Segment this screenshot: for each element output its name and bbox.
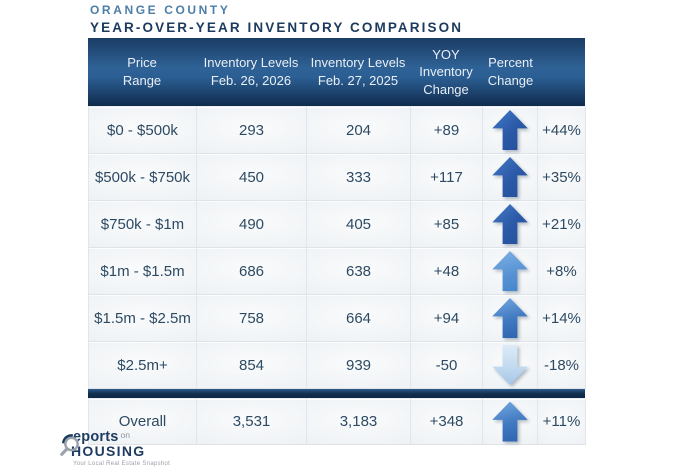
inventory-2026-cell: 686: [197, 248, 307, 295]
yoy-change-cell: +89: [411, 107, 483, 154]
page-title: YEAR-OVER-YEAR INVENTORY COMPARISON: [90, 20, 464, 35]
price-range-cell: $2.5m+: [89, 342, 197, 389]
down-arrow-icon: [492, 345, 529, 385]
logo-tagline: Your Local Real Estate Snapshot: [73, 461, 171, 467]
percent-change-cell: +35%: [538, 154, 586, 201]
price-range-cell: Overall: [89, 399, 197, 445]
inventory-2025-cell: 3,183: [307, 399, 411, 445]
arrow-cell: [483, 399, 538, 445]
percent-change-cell: -18%: [538, 342, 586, 389]
percent-change-cell: +11%: [538, 399, 586, 445]
yoy-change-cell: -50: [411, 342, 483, 389]
table-row: $500k - $750k 450 333 +117 +35%: [89, 154, 586, 201]
arrow-cell: [483, 107, 538, 154]
up-arrow-icon: [492, 401, 529, 442]
arrow-cell: [483, 201, 538, 248]
yoy-change-cell: +117: [411, 154, 483, 201]
inventory-2025-cell: 204: [307, 107, 411, 154]
yoy-change-cell: +94: [411, 295, 483, 342]
inventory-2025-cell: 939: [307, 342, 411, 389]
table-row: $1m - $1.5m 686 638 +48 +8%: [89, 248, 586, 295]
inventory-2025-cell: 405: [307, 201, 411, 248]
percent-change-cell: +21%: [538, 201, 586, 248]
inventory-comparison-table: Price Range Inventory Levels Feb. 26, 20…: [88, 38, 586, 445]
inventory-2026-cell: 3,531: [197, 399, 307, 445]
inventory-2026-cell: 758: [197, 295, 307, 342]
up-arrow-icon: [492, 251, 529, 291]
price-range-cell: $0 - $500k: [89, 107, 197, 154]
table-header-row: Price Range Inventory Levels Feb. 26, 20…: [88, 38, 585, 106]
logo-word-reports: eports: [73, 429, 119, 445]
yoy-change-cell: +348: [411, 399, 483, 445]
up-arrow-icon: [492, 110, 529, 150]
table-footer: Overall 3,531 3,183 +348 +11%: [88, 398, 586, 445]
percent-change-cell: +44%: [538, 107, 586, 154]
report-titles: ORANGE COUNTY YEAR-OVER-YEAR INVENTORY C…: [90, 3, 463, 35]
arrow-cell: [483, 248, 538, 295]
yoy-change-cell: +85: [411, 201, 483, 248]
table-row: $0 - $500k 293 204 +89 +44%: [89, 107, 586, 154]
header-price-range: Price Range: [122, 55, 162, 88]
header-inventory-2026: Inventory Levels Feb. 26, 2026: [203, 55, 299, 88]
table-separator-bar: [88, 389, 585, 398]
logo-text: eports on HOUSING Your Local Real Estate…: [71, 429, 171, 467]
arrow-cell: [483, 154, 538, 201]
yoy-change-cell: +48: [411, 248, 483, 295]
up-arrow-icon: [492, 204, 529, 244]
price-range-cell: $750k - $1m: [89, 201, 197, 248]
inventory-2025-cell: 333: [307, 154, 411, 201]
table-row-overall: Overall 3,531 3,183 +348 +11%: [89, 399, 586, 445]
magnifier-r-icon: [59, 433, 81, 462]
percent-change-cell: +14%: [538, 295, 586, 342]
arrow-cell: [483, 295, 538, 342]
inventory-2026-cell: 490: [197, 201, 307, 248]
inventory-2026-cell: 450: [197, 154, 307, 201]
inventory-2025-cell: 664: [307, 295, 411, 342]
reports-on-housing-logo: eports on HOUSING Your Local Real Estate…: [56, 429, 170, 467]
table-row: $1.5m - $2.5m 758 664 +94 +14%: [89, 295, 586, 342]
logo-word-on: on: [120, 430, 130, 440]
price-range-cell: $500k - $750k: [89, 154, 197, 201]
inventory-2026-cell: 854: [197, 342, 307, 389]
table-body: $0 - $500k 293 204 +89 +44% $500k - $750…: [88, 106, 586, 389]
inventory-2026-cell: 293: [197, 107, 307, 154]
up-arrow-icon: [492, 157, 529, 197]
arrow-cell: [483, 342, 538, 389]
header-percent-change: Percent Change: [487, 55, 534, 88]
report-region-title: ORANGE COUNTY: [90, 3, 231, 17]
price-range-cell: $1m - $1.5m: [89, 248, 197, 295]
up-arrow-icon: [492, 298, 529, 338]
percent-change-cell: +8%: [538, 248, 586, 295]
table-row: $750k - $1m 490 405 +85 +21%: [89, 201, 586, 248]
header-yoy-change: YOY Inventory Change: [419, 46, 473, 97]
logo-word-housing: HOUSING: [71, 443, 146, 459]
inventory-2025-cell: 638: [307, 248, 411, 295]
header-inventory-2025: Inventory Levels Feb. 27, 2025: [310, 55, 406, 88]
price-range-cell: $1.5m - $2.5m: [89, 295, 197, 342]
table-row: $2.5m+ 854 939 -50 -18%: [89, 342, 586, 389]
